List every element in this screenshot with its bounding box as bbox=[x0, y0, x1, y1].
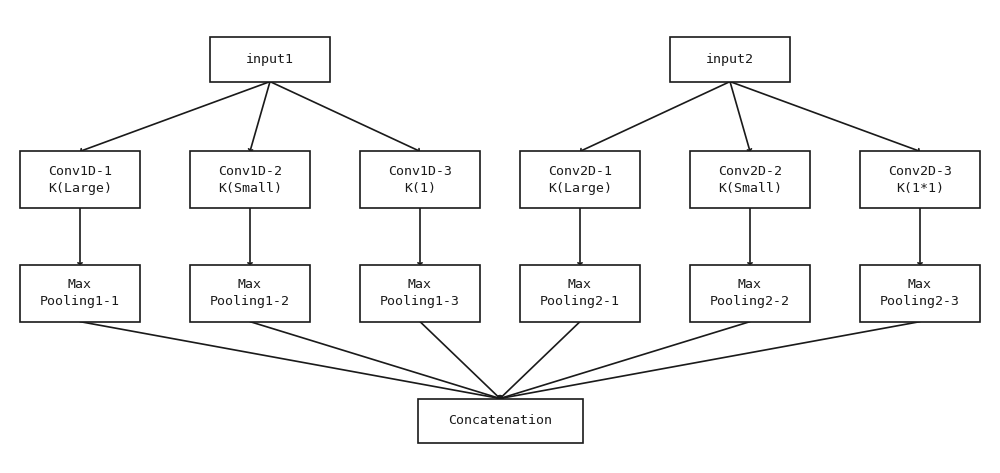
Text: Max
Pooling2-1: Max Pooling2-1 bbox=[540, 278, 620, 308]
FancyBboxPatch shape bbox=[20, 151, 140, 208]
Text: Conv2D-3
K(1*1): Conv2D-3 K(1*1) bbox=[888, 165, 952, 195]
FancyBboxPatch shape bbox=[418, 398, 582, 444]
Text: Max
Pooling2-3: Max Pooling2-3 bbox=[880, 278, 960, 308]
Text: Concatenation: Concatenation bbox=[448, 414, 552, 428]
FancyBboxPatch shape bbox=[860, 265, 980, 322]
FancyBboxPatch shape bbox=[670, 37, 790, 82]
FancyBboxPatch shape bbox=[20, 265, 140, 322]
FancyBboxPatch shape bbox=[360, 151, 480, 208]
FancyBboxPatch shape bbox=[190, 151, 310, 208]
FancyBboxPatch shape bbox=[860, 151, 980, 208]
Text: Conv1D-2
K(Small): Conv1D-2 K(Small) bbox=[218, 165, 282, 195]
Text: Max
Pooling1-3: Max Pooling1-3 bbox=[380, 278, 460, 308]
FancyBboxPatch shape bbox=[690, 265, 810, 322]
Text: input2: input2 bbox=[706, 53, 754, 66]
Text: input1: input1 bbox=[246, 53, 294, 66]
Text: Max
Pooling2-2: Max Pooling2-2 bbox=[710, 278, 790, 308]
Text: Conv1D-3
K(1): Conv1D-3 K(1) bbox=[388, 165, 452, 195]
FancyBboxPatch shape bbox=[190, 265, 310, 322]
Text: Max
Pooling1-2: Max Pooling1-2 bbox=[210, 278, 290, 308]
FancyBboxPatch shape bbox=[520, 151, 640, 208]
FancyBboxPatch shape bbox=[360, 265, 480, 322]
Text: Max
Pooling1-1: Max Pooling1-1 bbox=[40, 278, 120, 308]
FancyBboxPatch shape bbox=[690, 151, 810, 208]
Text: Conv1D-1
K(Large): Conv1D-1 K(Large) bbox=[48, 165, 112, 195]
FancyBboxPatch shape bbox=[210, 37, 330, 82]
Text: Conv2D-1
K(Large): Conv2D-1 K(Large) bbox=[548, 165, 612, 195]
FancyBboxPatch shape bbox=[520, 265, 640, 322]
Text: Conv2D-2
K(Small): Conv2D-2 K(Small) bbox=[718, 165, 782, 195]
